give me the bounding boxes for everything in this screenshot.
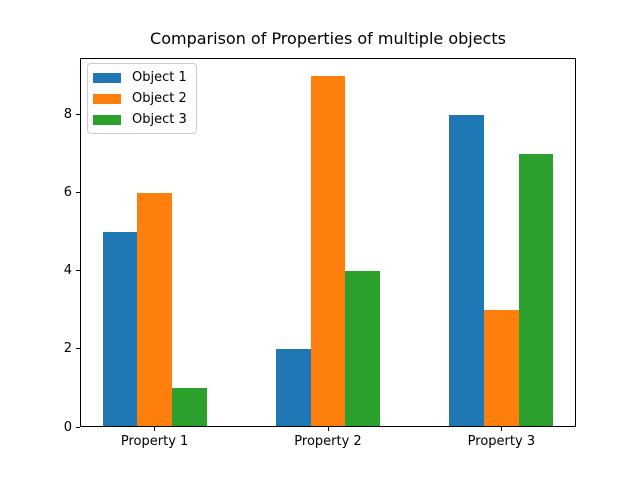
bar-object-2-property-3 [484, 309, 519, 427]
legend-label: Object 3 [132, 112, 187, 127]
y-tick-label: 6 [63, 185, 72, 201]
y-tick-label: 0 [63, 419, 72, 435]
x-tick-mark [154, 427, 156, 431]
y-tick-label: 2 [63, 341, 72, 357]
bar-object-3-property-1 [171, 388, 207, 427]
y-tick-mark [76, 426, 80, 428]
legend: Object 1 Object 2 Object 3 [87, 63, 197, 134]
y-tick-mark [76, 192, 80, 194]
x-tick-label: Property 3 [467, 434, 536, 449]
legend-item-object-1: Object 1 [93, 67, 187, 88]
legend-swatch-icon [93, 114, 121, 125]
bar-object-1-property-2 [276, 348, 311, 427]
y-tick-label: 4 [63, 263, 72, 279]
bar-object-2-property-2 [310, 75, 346, 427]
legend-label: Object 1 [132, 70, 187, 85]
legend-label: Object 2 [132, 91, 187, 106]
chart-title: Comparison of Properties of multiple obj… [150, 29, 506, 48]
legend-swatch-icon [93, 93, 121, 104]
y-tick-label: 8 [63, 107, 72, 123]
legend-swatch-icon [93, 72, 121, 83]
x-tick-label: Property 1 [120, 434, 189, 449]
bar-object-2-property-1 [137, 192, 172, 427]
plot-area: Object 1 Object 2 Object 3 [80, 58, 576, 427]
x-tick-label: Property 2 [294, 434, 362, 449]
bar-object-3-property-3 [518, 153, 554, 427]
x-tick-mark [327, 427, 329, 431]
legend-item-object-3: Object 3 [93, 109, 187, 130]
y-tick-mark [76, 270, 80, 272]
y-tick-mark [76, 348, 80, 350]
bar-object-1-property-1 [102, 231, 138, 427]
bar-object-1-property-3 [449, 114, 485, 427]
x-tick-mark [500, 427, 502, 431]
y-tick-mark [76, 114, 80, 116]
legend-item-object-2: Object 2 [93, 88, 187, 109]
bar-object-3-property-2 [345, 270, 380, 427]
